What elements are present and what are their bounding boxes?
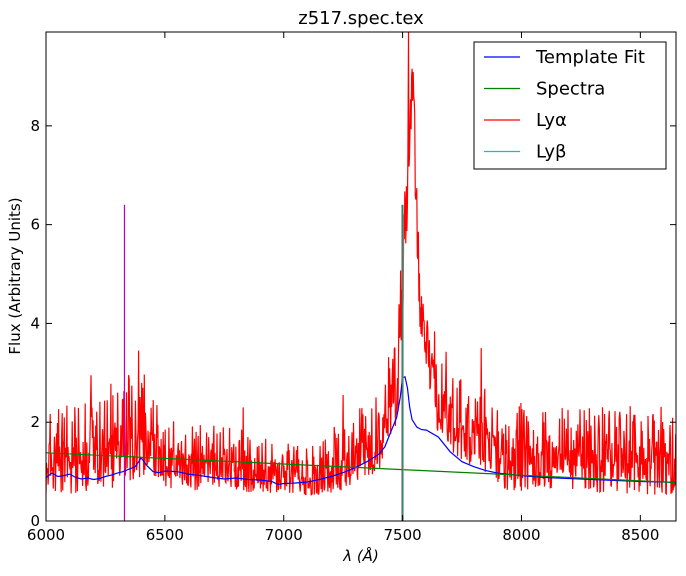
x-tick-label: 8000 bbox=[502, 526, 540, 544]
legend-box bbox=[473, 41, 667, 170]
series-layer bbox=[46, 32, 676, 521]
legend-label: Spectra bbox=[536, 79, 605, 100]
ticks-layer: 6000 6500 7000 7500 8000 8500 0 2 4 6 8 bbox=[27, 32, 676, 544]
series-line-spectra bbox=[46, 452, 676, 484]
series-line-template-fit bbox=[46, 375, 676, 486]
legend-label: Lyα bbox=[536, 110, 567, 131]
legend: Template Fit Spectra Lyα Lyβ bbox=[473, 41, 667, 170]
y-tick-label: 2 bbox=[30, 413, 40, 431]
x-tick-label: 8500 bbox=[621, 526, 659, 544]
y-tick-label: 6 bbox=[30, 216, 40, 234]
y-axis-label: Flux (Arbitrary Units) bbox=[6, 197, 24, 354]
y-tick-label: 0 bbox=[30, 512, 40, 530]
x-tick-label: 7000 bbox=[265, 526, 303, 544]
x-tick-label: 7500 bbox=[384, 526, 422, 544]
plot-frame bbox=[45, 31, 677, 522]
chart-title: z517.spec.tex bbox=[298, 8, 424, 29]
legend-label: Lyβ bbox=[536, 142, 567, 163]
x-axis-label: λ (Å) bbox=[342, 546, 379, 565]
noisy-spectrum-line bbox=[46, 32, 676, 496]
y-tick-label: 4 bbox=[30, 314, 40, 332]
y-tick-label: 8 bbox=[30, 117, 40, 135]
x-tick-label: 6500 bbox=[146, 526, 184, 544]
legend-label: Template Fit bbox=[535, 47, 645, 68]
x-tick-label: 6000 bbox=[27, 526, 65, 544]
